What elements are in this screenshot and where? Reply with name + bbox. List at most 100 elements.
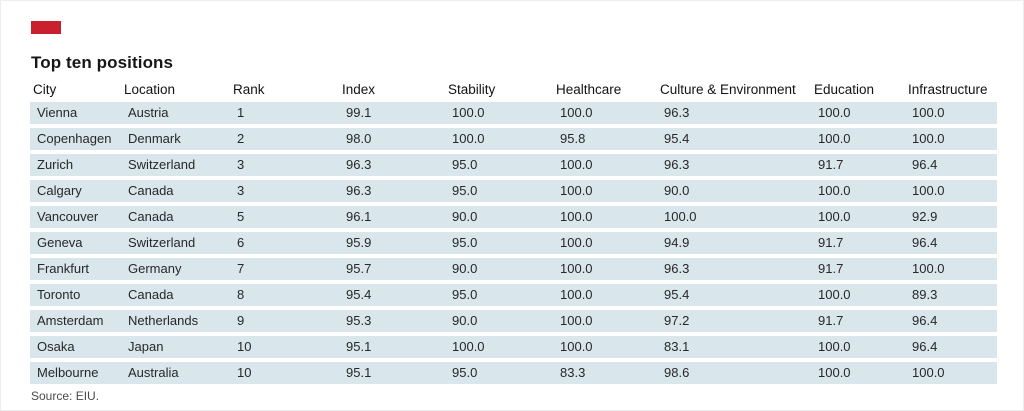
table-cell: 95.4 xyxy=(339,284,445,306)
table-cell: 100.0 xyxy=(811,206,905,228)
table-cell: Amsterdam xyxy=(30,310,121,332)
column-header: Culture & Environment xyxy=(660,81,796,97)
table-cell: 95.1 xyxy=(339,336,445,358)
table-cell: 9 xyxy=(230,310,339,332)
table-cell: 90.0 xyxy=(445,258,553,280)
table-cell: 91.7 xyxy=(811,154,905,176)
table-cell: 95.0 xyxy=(445,362,553,384)
table-cell: 97.2 xyxy=(657,310,811,332)
table-cell: 95.4 xyxy=(657,128,811,150)
table-row: Copenhagen Denmark 2 98.0 100.0 95.8 95.4 100.0… xyxy=(30,128,997,150)
table-cell: 100.0 xyxy=(553,232,657,254)
table-cell: 95.0 xyxy=(445,284,553,306)
table-cell: 100.0 xyxy=(905,180,997,202)
table-cell: 100.0 xyxy=(905,128,997,150)
table-cell: 95.0 xyxy=(445,180,553,202)
table-cell: 90.0 xyxy=(657,180,811,202)
table-cell: Canada xyxy=(121,180,230,202)
table-cell: 3 xyxy=(230,180,339,202)
table-cell: 92.9 xyxy=(905,206,997,228)
table-cell: 95.4 xyxy=(657,284,811,306)
table-cell: 96.1 xyxy=(339,206,445,228)
column-header: Healthcare xyxy=(556,81,622,97)
table-cell: Australia xyxy=(121,362,230,384)
table-cell: 96.4 xyxy=(905,310,997,332)
table-cell: 100.0 xyxy=(657,206,811,228)
table-cell: 100.0 xyxy=(553,180,657,202)
table-cell: Vienna xyxy=(30,102,121,124)
table-cell: 96.4 xyxy=(905,232,997,254)
table-cell: Austria xyxy=(121,102,230,124)
table-body: Vienna Austria 1 99.1 100.0 100.0 96.3 100.0 100… xyxy=(30,102,997,384)
table-cell: 2 xyxy=(230,128,339,150)
table-cell: 98.6 xyxy=(657,362,811,384)
table-cell: 1 xyxy=(230,102,339,124)
table-row: Geneva Switzerland 6 95.9 95.0 100.0 94.9 91.7 9… xyxy=(30,232,997,254)
table-cell: Osaka xyxy=(30,336,121,358)
table-row: Vancouver Canada 5 96.1 90.0 100.0 100.0 100.0 9… xyxy=(30,206,997,228)
table-row: Vienna Austria 1 99.1 100.0 100.0 96.3 100.0 100… xyxy=(30,102,997,124)
table-cell: 5 xyxy=(230,206,339,228)
table-cell: 90.0 xyxy=(445,310,553,332)
table-cell: 100.0 xyxy=(445,128,553,150)
table-cell: Canada xyxy=(121,284,230,306)
table-cell: 95.3 xyxy=(339,310,445,332)
table-cell: 98.0 xyxy=(339,128,445,150)
table-cell: 96.4 xyxy=(905,336,997,358)
table-cell: 95.9 xyxy=(339,232,445,254)
table-cell: 100.0 xyxy=(553,206,657,228)
table-cell: 100.0 xyxy=(811,102,905,124)
table-cell: 100.0 xyxy=(553,258,657,280)
column-header: Index xyxy=(342,81,376,97)
table-cell: 89.3 xyxy=(905,284,997,306)
table-cell: 100.0 xyxy=(553,310,657,332)
table-cell: 95.0 xyxy=(445,154,553,176)
table-cell: Vancouver xyxy=(30,206,121,228)
table-cell: 99.1 xyxy=(339,102,445,124)
table-cell: 100.0 xyxy=(905,258,997,280)
table-cell: 100.0 xyxy=(811,284,905,306)
table-cell: 91.7 xyxy=(811,258,905,280)
table-cell: Switzerland xyxy=(121,154,230,176)
table-cell: 100.0 xyxy=(553,336,657,358)
table-cell: 95.7 xyxy=(339,258,445,280)
table-cell: 91.7 xyxy=(811,310,905,332)
column-header: Infrastructure xyxy=(908,81,988,97)
chart-title: Top ten positions xyxy=(31,53,174,72)
column-header: Rank xyxy=(233,81,265,97)
table-cell: 83.3 xyxy=(553,362,657,384)
table-cell: 100.0 xyxy=(553,102,657,124)
table-cell: 94.9 xyxy=(657,232,811,254)
table-row: Frankfurt Germany 7 95.7 90.0 100.0 96.3 91.7 10… xyxy=(30,258,997,280)
table-row: Melbourne Australia 10 95.1 95.0 83.3 98.6 100.… xyxy=(30,362,997,384)
table-cell: 90.0 xyxy=(445,206,553,228)
table-cell: 83.1 xyxy=(657,336,811,358)
table-cell: 95.0 xyxy=(445,232,553,254)
brand-red-bar xyxy=(31,21,61,34)
table-cell: 95.8 xyxy=(553,128,657,150)
table-cell: Geneva xyxy=(30,232,121,254)
table-cell: Netherlands xyxy=(121,310,230,332)
table-cell: Denmark xyxy=(121,128,230,150)
table-cell: 7 xyxy=(230,258,339,280)
table-cell: Germany xyxy=(121,258,230,280)
table-cell: Copenhagen xyxy=(30,128,121,150)
liveability-table: City Location Rank Index Stability Healthcare… xyxy=(30,76,997,388)
table-cell: 96.3 xyxy=(657,102,811,124)
table-cell: Switzerland xyxy=(121,232,230,254)
column-header: City xyxy=(33,81,57,97)
table-row: Zurich Switzerland 3 96.3 95.0 100.0 96.3 91.7 9… xyxy=(30,154,997,176)
table-cell: 95.1 xyxy=(339,362,445,384)
table-cell: 100.0 xyxy=(445,336,553,358)
table-cell: 96.3 xyxy=(339,154,445,176)
table-cell: 100.0 xyxy=(553,154,657,176)
table-cell: 10 xyxy=(230,336,339,358)
table-cell: 96.3 xyxy=(339,180,445,202)
table-cell: 96.4 xyxy=(905,154,997,176)
column-header: Education xyxy=(814,81,875,97)
table-cell: 3 xyxy=(230,154,339,176)
table-cell: 100.0 xyxy=(445,102,553,124)
table-cell: 96.3 xyxy=(657,258,811,280)
table-cell: 100.0 xyxy=(811,362,905,384)
